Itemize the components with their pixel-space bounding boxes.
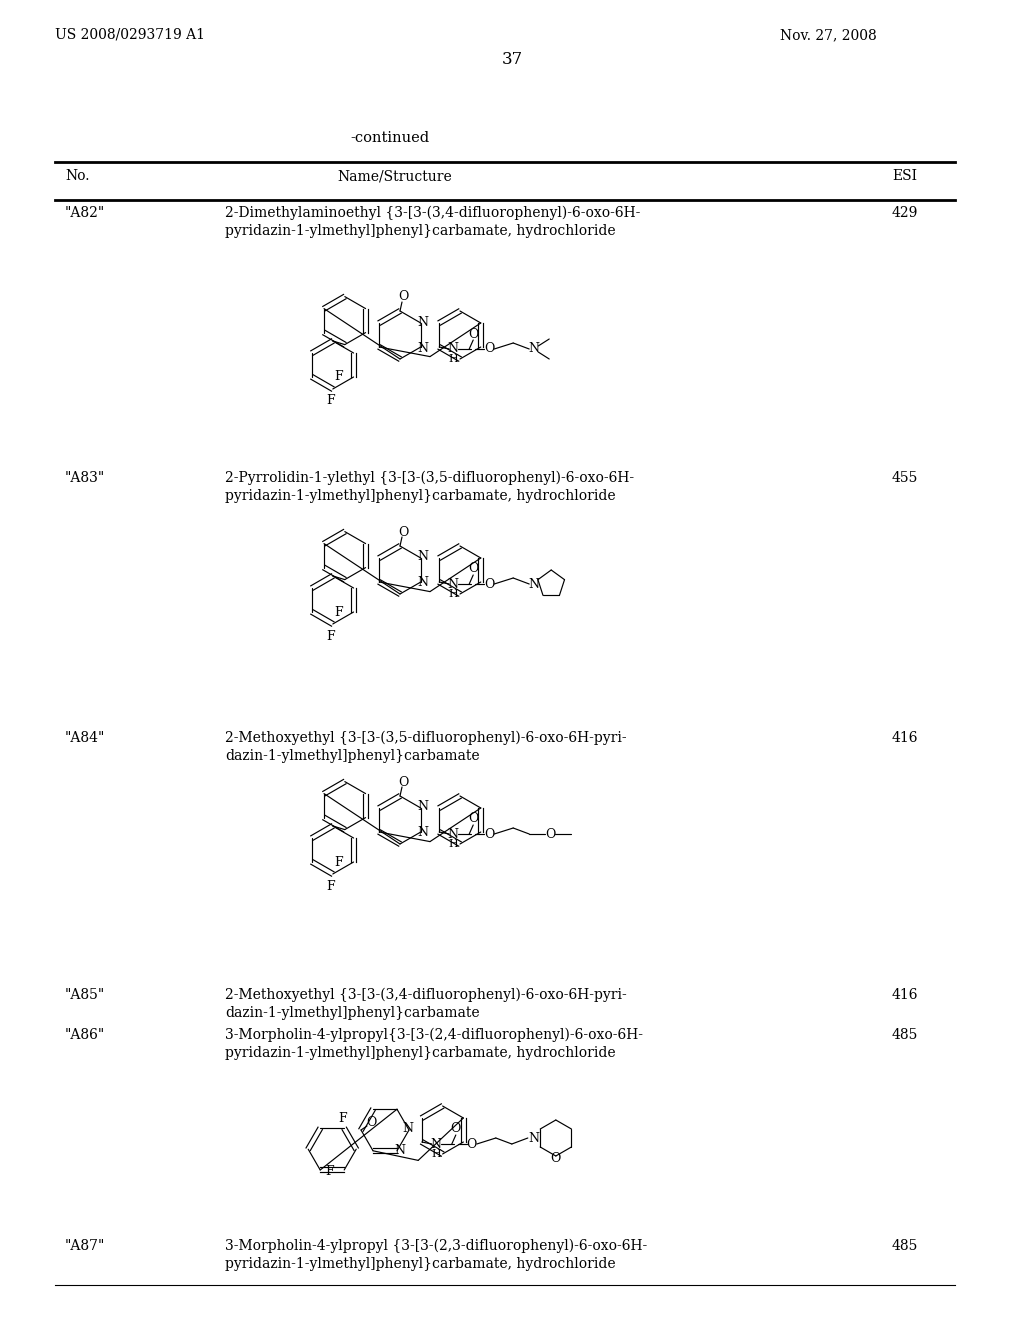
Text: H: H [449,589,458,599]
Text: Nov. 27, 2008: Nov. 27, 2008 [780,28,877,42]
Text: N: N [447,342,459,355]
Text: O: O [366,1115,376,1129]
Text: O: O [451,1122,461,1135]
Text: F: F [334,371,343,384]
Text: dazin-1-ylmethyl]phenyl}carbamate: dazin-1-ylmethyl]phenyl}carbamate [225,748,479,763]
Text: US 2008/0293719 A1: US 2008/0293719 A1 [55,28,205,42]
Text: N: N [528,342,540,355]
Text: 2-Pyrrolidin-1-ylethyl {3-[3-(3,5-difluorophenyl)-6-oxo-6H-: 2-Pyrrolidin-1-ylethyl {3-[3-(3,5-difluo… [225,471,634,484]
Text: N: N [447,578,459,590]
Text: 416: 416 [892,987,919,1002]
Text: F: F [334,855,343,869]
Text: N: N [418,826,428,840]
Text: "A87": "A87" [65,1239,105,1253]
Text: "A84": "A84" [65,731,105,744]
Text: 429: 429 [892,206,919,220]
Text: N: N [528,1131,540,1144]
Text: pyridazin-1-ylmethyl]phenyl}carbamate, hydrochloride: pyridazin-1-ylmethyl]phenyl}carbamate, h… [225,1257,615,1271]
Text: "A86": "A86" [65,1028,105,1041]
Text: O: O [467,1138,477,1151]
Text: 2-Methoxyethyl {3-[3-(3,5-difluorophenyl)-6-oxo-6H-pyri-: 2-Methoxyethyl {3-[3-(3,5-difluorophenyl… [225,730,627,744]
Text: N: N [418,315,428,329]
Text: 485: 485 [892,1239,919,1253]
Text: Name/Structure: Name/Structure [338,169,453,183]
Text: O: O [397,290,409,304]
Text: "A82": "A82" [65,206,105,220]
Text: N: N [418,800,428,813]
Text: dazin-1-ylmethyl]phenyl}carbamate: dazin-1-ylmethyl]phenyl}carbamate [225,1006,479,1020]
Text: F: F [327,630,335,643]
Text: O: O [484,828,495,841]
Text: F: F [327,879,335,892]
Text: -continued: -continued [350,131,429,145]
Text: No.: No. [65,169,89,183]
Text: N: N [418,550,428,564]
Text: H: H [449,354,458,364]
Text: F: F [334,606,343,619]
Text: 416: 416 [892,731,919,744]
Text: pyridazin-1-ylmethyl]phenyl}carbamate, hydrochloride: pyridazin-1-ylmethyl]phenyl}carbamate, h… [225,488,615,503]
Text: 3-Morpholin-4-ylpropyl{3-[3-(2,4-difluorophenyl)-6-oxo-6H-: 3-Morpholin-4-ylpropyl{3-[3-(2,4-difluor… [225,1027,643,1041]
Text: 455: 455 [892,471,919,484]
Text: H: H [431,1148,440,1159]
Text: F: F [338,1111,346,1125]
Text: 37: 37 [502,51,522,69]
Text: N: N [430,1138,441,1151]
Text: N: N [418,577,428,590]
Text: H: H [449,840,458,849]
Text: 485: 485 [892,1028,919,1041]
Text: F: F [326,1166,334,1179]
Text: 3-Morpholin-4-ylpropyl {3-[3-(2,3-difluorophenyl)-6-oxo-6H-: 3-Morpholin-4-ylpropyl {3-[3-(2,3-difluo… [225,1238,647,1253]
Text: N: N [528,578,540,590]
Text: "A83": "A83" [65,471,105,484]
Text: N: N [418,342,428,355]
Text: 2-Dimethylaminoethyl {3-[3-(3,4-difluorophenyl)-6-oxo-6H-: 2-Dimethylaminoethyl {3-[3-(3,4-difluoro… [225,206,640,220]
Text: N: N [394,1144,406,1158]
Text: N: N [402,1122,414,1134]
Text: pyridazin-1-ylmethyl]phenyl}carbamate, hydrochloride: pyridazin-1-ylmethyl]phenyl}carbamate, h… [225,224,615,238]
Text: O: O [468,813,478,825]
Text: F: F [327,395,335,408]
Text: "A85": "A85" [65,987,105,1002]
Text: O: O [397,525,409,539]
Text: O: O [397,776,409,788]
Text: O: O [545,828,555,841]
Text: O: O [551,1151,561,1164]
Text: 2-Methoxyethyl {3-[3-(3,4-difluorophenyl)-6-oxo-6H-pyri-: 2-Methoxyethyl {3-[3-(3,4-difluorophenyl… [225,987,627,1002]
Text: pyridazin-1-ylmethyl]phenyl}carbamate, hydrochloride: pyridazin-1-ylmethyl]phenyl}carbamate, h… [225,1045,615,1060]
Text: N: N [447,828,459,841]
Text: O: O [484,578,495,590]
Text: ESI: ESI [893,169,918,183]
Text: O: O [484,342,495,355]
Text: O: O [468,327,478,341]
Text: O: O [468,562,478,576]
